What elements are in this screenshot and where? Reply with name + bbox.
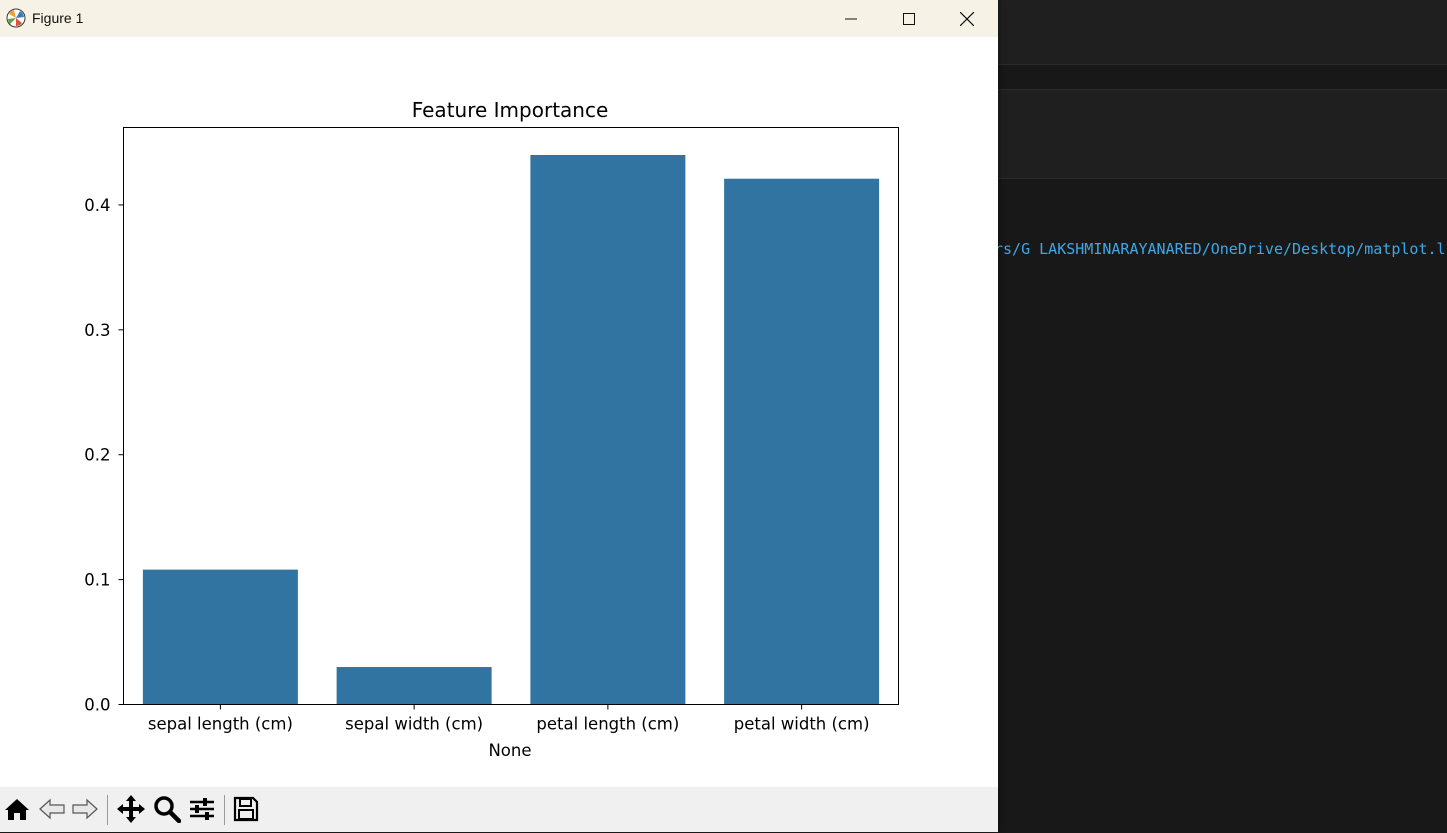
y-tick-label: 0.1 <box>84 571 110 590</box>
configure-subplots-icon <box>189 797 215 825</box>
title-bar[interactable]: Figure 1 <box>0 0 998 37</box>
minimize-icon <box>845 13 857 25</box>
zoom-button[interactable] <box>153 795 182 827</box>
pan-icon <box>116 794 146 828</box>
window-title: Figure 1 <box>32 10 84 26</box>
toolbar-separator <box>107 795 108 825</box>
editor-tab-strip <box>998 64 1447 90</box>
forward-button[interactable] <box>71 797 99 825</box>
bar-3 <box>724 178 880 705</box>
configure-subplots-button[interactable] <box>188 797 216 825</box>
y-tick-label: 0.3 <box>84 321 110 340</box>
chart-title: Feature Importance <box>412 98 609 122</box>
terminal-panel <box>998 178 1447 833</box>
forward-icon <box>72 797 98 825</box>
x-tick-label: sepal width (cm) <box>345 715 483 734</box>
x-tick-label: petal length (cm) <box>536 715 679 734</box>
maximize-icon <box>903 12 915 25</box>
maximize-button[interactable] <box>880 0 938 37</box>
back-icon <box>39 797 65 825</box>
x-tick-label: petal width (cm) <box>734 715 870 734</box>
plot-frame <box>123 127 899 705</box>
save-button[interactable] <box>232 796 260 826</box>
zoom-icon <box>153 795 182 827</box>
figure-canvas[interactable]: Feature Importance sepal length (cm) sepa… <box>0 37 998 787</box>
terminal-path-text: rs/G LAKSHMINARAYANARED/OneDrive/Desktop… <box>994 240 1446 258</box>
home-button[interactable] <box>3 797 31 825</box>
x-tick-label: sepal length (cm) <box>148 715 293 734</box>
toolbar-separator <box>224 795 225 825</box>
pan-button[interactable] <box>116 794 146 828</box>
bar-2 <box>530 154 686 705</box>
y-tick-label: 0.4 <box>84 196 110 215</box>
home-icon <box>4 797 30 825</box>
x-axis-label: None <box>488 741 531 760</box>
close-icon <box>960 11 974 26</box>
navigation-toolbar <box>0 787 998 832</box>
matplotlib-logo-icon <box>6 8 26 28</box>
figure-window: Figure 1 Feature Importance sepal length… <box>0 0 998 832</box>
close-button[interactable] <box>938 0 996 37</box>
y-tick-label: 0.2 <box>84 446 110 465</box>
save-icon <box>233 796 259 826</box>
bar-0 <box>142 569 298 705</box>
back-button[interactable] <box>38 797 66 825</box>
y-tick-label: 0.0 <box>84 696 110 715</box>
bar-chart: Feature Importance sepal length (cm) sepa… <box>84 98 899 760</box>
bar-1 <box>336 667 492 705</box>
background-editor: rs/G LAKSHMINARAYANARED/OneDrive/Desktop… <box>994 0 1447 833</box>
minimize-button[interactable] <box>822 0 880 37</box>
